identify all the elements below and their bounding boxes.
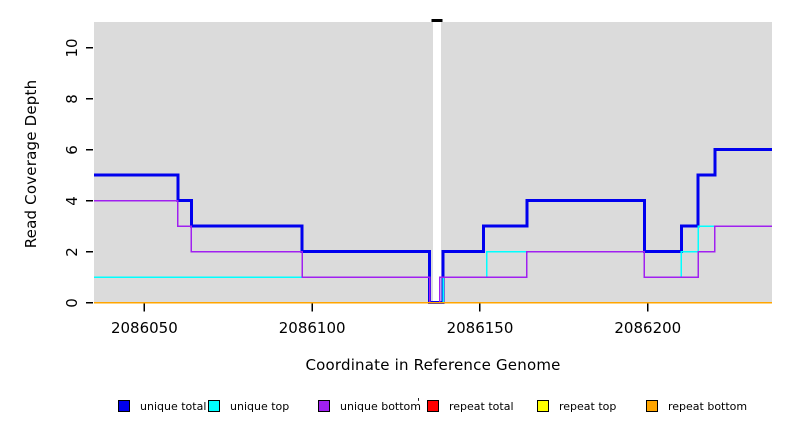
x-axis-title: Coordinate in Reference Genome: [305, 356, 561, 374]
legend-label: repeat top: [559, 399, 617, 413]
legend-item-repeat-total: repeat total: [427, 398, 514, 414]
series-line-unique-total: [94, 148, 772, 304]
legend-swatch-icon: [118, 400, 130, 412]
legend-swatch-icon: [646, 400, 658, 412]
legend-label: unique bottom: [340, 399, 422, 413]
legend-separator-mark: ': [417, 396, 421, 409]
y-tick-label: 6: [63, 144, 81, 155]
legend-item-unique-top: unique top: [208, 398, 289, 414]
y-tick-label: 2: [63, 246, 81, 257]
legend-label: repeat bottom: [668, 399, 748, 413]
x-tick-label: 2086200: [614, 319, 682, 337]
legend-label: unique total: [140, 399, 207, 413]
legend-swatch-icon: [208, 400, 220, 412]
legend-item-unique-bottom: unique bottom: [318, 398, 421, 414]
legend-swatch-icon: [427, 400, 439, 412]
legend-item-unique-total: unique total: [118, 398, 206, 414]
legend-item-repeat-bottom: repeat bottom: [646, 398, 747, 414]
y-tick-label: 0: [63, 297, 81, 308]
y-tick-label: 4: [63, 195, 81, 206]
legend-label: unique top: [230, 399, 290, 413]
series-line-unique-bottom: [94, 199, 772, 304]
legend-label: repeat total: [449, 399, 514, 413]
gap-marker: [431, 19, 443, 22]
legend-swatch-icon: [537, 400, 549, 412]
y-tick-label: 10: [63, 37, 81, 58]
x-tick-label: 2086100: [278, 319, 346, 337]
x-tick-label: 2086150: [446, 319, 514, 337]
y-axis-title: Read Coverage Depth: [22, 79, 40, 249]
coverage-gap-band: [433, 22, 442, 303]
legend: ' unique total unique top unique bottom rep…: [0, 396, 792, 426]
y-tick-label: 8: [63, 93, 81, 104]
legend-item-repeat-top: repeat top: [537, 398, 616, 414]
legend-swatch-icon: [318, 400, 330, 412]
x-tick-label: 2086050: [110, 319, 178, 337]
